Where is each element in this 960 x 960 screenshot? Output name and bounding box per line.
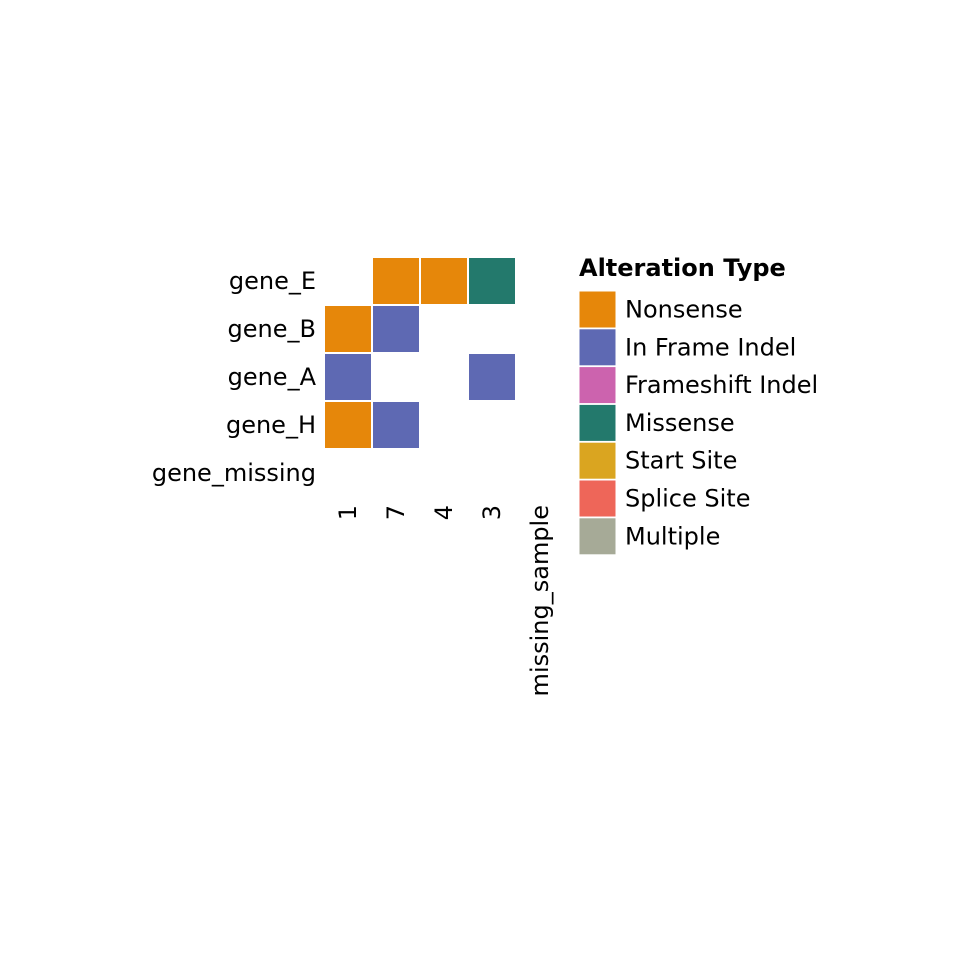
row-label-gene-h: gene_H: [226, 411, 316, 439]
column-label-3: 3: [478, 505, 506, 520]
cell-gene-e-7: [371, 256, 421, 306]
row-label-gene-b: gene_B: [228, 315, 316, 343]
legend-swatch-frameshift-indel: [578, 366, 617, 405]
row-labels: gene_E gene_B gene_A gene_H gene_missing: [152, 267, 317, 487]
row-label-gene-a: gene_A: [228, 363, 317, 391]
column-labels: 1 7 4 3 missing_sample: [334, 505, 554, 696]
column-label-1: 1: [334, 505, 362, 520]
legend-swatch-missense: [578, 403, 617, 442]
column-label-missing-sample: missing_sample: [526, 505, 554, 696]
legend-swatch-splice-site: [578, 479, 617, 518]
cell-gene-e-3: [467, 256, 517, 306]
cell-gene-e-4: [419, 256, 469, 306]
legend-label-frameshift-indel: Frameshift Indel: [625, 371, 818, 399]
legend-swatch-start-site: [578, 441, 617, 480]
legend-swatch-multiple: [578, 517, 617, 556]
legend-label-missense: Missense: [625, 409, 735, 437]
legend-title: Alteration Type: [579, 254, 786, 282]
cell-gene-h-1: [323, 400, 373, 450]
cell-gene-b-1: [323, 304, 373, 354]
cell-gene-a-1: [323, 352, 373, 402]
legend: Alteration Type Nonsense In Frame Indel Fr…: [578, 254, 818, 556]
legend-label-start-site: Start Site: [625, 447, 737, 475]
legend-label-nonsense: Nonsense: [625, 296, 743, 324]
heatmap-cells: [323, 256, 517, 450]
row-label-gene-missing: gene_missing: [152, 459, 316, 487]
cell-gene-b-7: [371, 304, 421, 354]
legend-label-splice-site: Splice Site: [625, 485, 750, 513]
legend-swatch-in-frame-indel: [578, 328, 617, 367]
legend-swatch-nonsense: [578, 290, 617, 329]
cell-gene-h-7: [371, 400, 421, 450]
legend-label-multiple: Multiple: [625, 522, 720, 550]
row-label-gene-e: gene_E: [229, 267, 316, 295]
column-label-7: 7: [382, 505, 410, 520]
legend-label-in-frame-indel: In Frame Indel: [625, 333, 796, 361]
column-label-4: 4: [430, 505, 458, 520]
cell-gene-a-3: [467, 352, 517, 402]
